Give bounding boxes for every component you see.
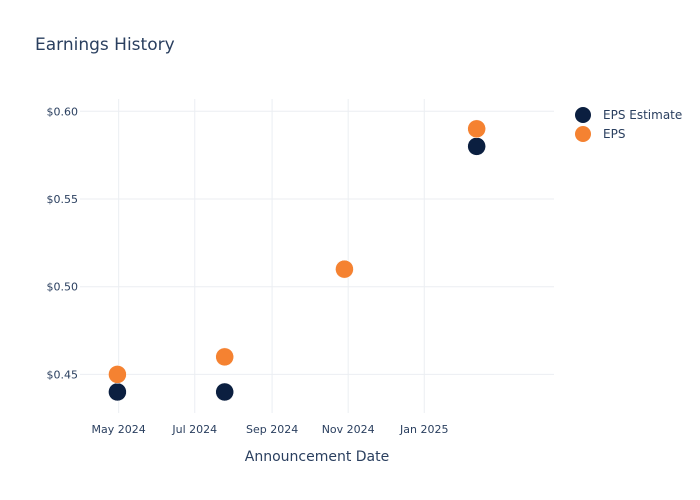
x-tick-label: Nov 2024: [322, 423, 375, 436]
x-tick-label: May 2024: [92, 423, 146, 436]
y-tick-labels: $0.45 $0.50 $0.55 $0.60: [47, 105, 79, 381]
series-eps-estimate: [108, 137, 486, 402]
x-tick-label: Jan 2025: [399, 423, 448, 436]
data-point[interactable]: [467, 137, 486, 156]
data-point[interactable]: [335, 259, 354, 279]
data-markers: [108, 119, 486, 402]
legend-label: EPS Estimate: [603, 108, 682, 122]
data-point[interactable]: [215, 382, 234, 402]
y-tick-label: $0.60: [47, 105, 79, 118]
legend: EPS Estimate EPS: [575, 107, 682, 142]
data-point[interactable]: [467, 119, 486, 139]
legend-marker: [575, 126, 591, 142]
legend-label: EPS: [603, 127, 625, 141]
data-point[interactable]: [108, 382, 127, 402]
y-tick-label: $0.55: [47, 193, 79, 206]
y-tick-label: $0.50: [47, 281, 79, 294]
legend-item[interactable]: EPS Estimate: [575, 107, 682, 123]
legend-item[interactable]: EPS: [575, 126, 625, 142]
x-grid-lines: [118, 99, 425, 413]
x-tick-label: Jul 2024: [171, 423, 217, 436]
x-tick-label: Sep 2024: [246, 423, 298, 436]
legend-marker: [575, 107, 591, 123]
y-grid-lines: [80, 110, 554, 375]
x-axis-title: Announcement Date: [245, 449, 389, 465]
data-point[interactable]: [108, 365, 127, 384]
x-tick-labels: May 2024 Jul 2024 Sep 2024 Nov 2024 Jan 2025: [92, 423, 449, 436]
chart-title: Earnings History: [35, 35, 175, 55]
data-point[interactable]: [215, 347, 234, 367]
series-eps: [108, 119, 486, 384]
y-tick-label: $0.45: [47, 368, 79, 381]
